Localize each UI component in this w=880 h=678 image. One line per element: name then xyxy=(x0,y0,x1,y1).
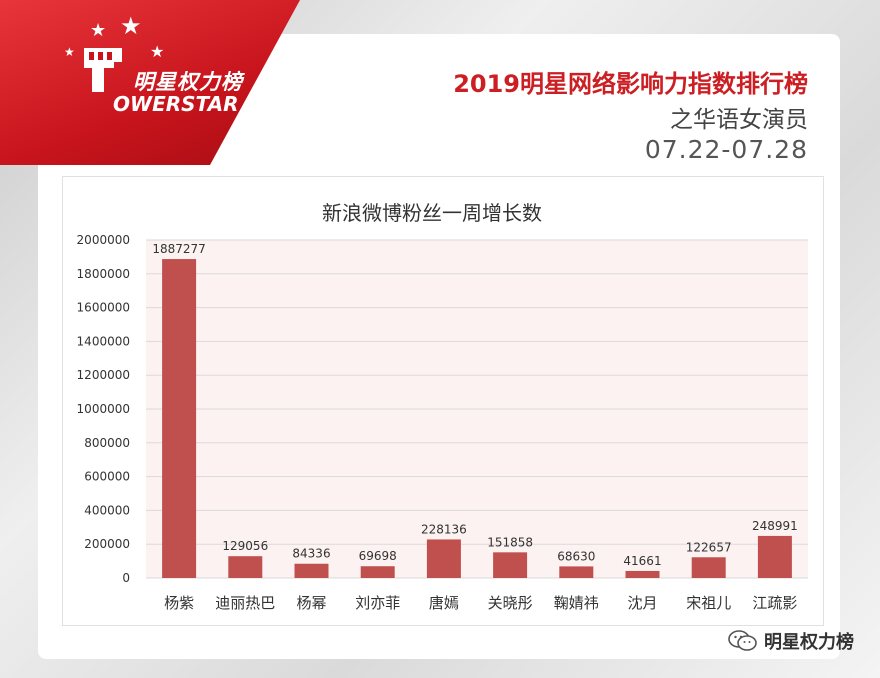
y-tick-label: 400000 xyxy=(84,503,130,517)
x-tick-label: 迪丽热巴 xyxy=(215,594,275,612)
data-label: 68630 xyxy=(557,549,595,563)
data-label: 69698 xyxy=(359,549,397,563)
data-label: 228136 xyxy=(421,522,467,536)
y-tick-label: 600000 xyxy=(84,470,130,484)
data-label: 129056 xyxy=(222,539,268,553)
x-tick-label: 江疏影 xyxy=(752,594,797,612)
x-tick-label: 宋祖儿 xyxy=(686,594,731,612)
y-tick-label: 1800000 xyxy=(77,267,130,281)
y-tick-label: 0 xyxy=(122,571,130,585)
y-tick-label: 1600000 xyxy=(77,301,130,315)
x-tick-label: 关晓彤 xyxy=(488,594,533,612)
bar xyxy=(559,566,594,578)
bar xyxy=(493,552,528,578)
page-subtitle: 之华语女演员 xyxy=(670,107,808,133)
x-tick-label: 沈月 xyxy=(627,594,657,612)
x-tick-label: 鞠婧祎 xyxy=(554,594,599,612)
wechat-account-badge: 明星权力榜 xyxy=(728,628,854,654)
data-label: 1887277 xyxy=(152,242,205,256)
bar xyxy=(162,259,197,578)
star-icon: ★ xyxy=(90,20,107,41)
page-title: 2019明星网络影响力指数排行榜 xyxy=(453,70,808,98)
y-tick-label: 1400000 xyxy=(77,334,130,348)
bar xyxy=(360,566,395,578)
data-label: 84336 xyxy=(292,547,330,561)
bar xyxy=(625,570,660,578)
x-tick-label: 杨紫 xyxy=(164,594,194,612)
date-range: 07.22-07.28 xyxy=(644,135,808,164)
bar xyxy=(757,535,792,578)
bar xyxy=(228,556,263,578)
y-tick-label: 800000 xyxy=(84,436,130,450)
brand-name-en: OWERSTAR xyxy=(113,92,239,116)
bar xyxy=(294,563,329,578)
x-tick-label: 刘亦菲 xyxy=(355,594,400,612)
chart-title: 新浪微博粉丝一周增长数 xyxy=(322,201,542,225)
power-fist-logo-icon xyxy=(84,48,122,92)
y-tick-label: 200000 xyxy=(84,537,130,551)
star-icon: ★ xyxy=(64,45,75,59)
bar xyxy=(426,539,461,578)
y-tick-label: 1000000 xyxy=(77,402,130,416)
star-icon: ★ xyxy=(120,12,142,40)
x-tick-label: 杨幂 xyxy=(296,594,326,612)
bar-chart: 新浪微博粉丝一周增长数 0 200000 400000 600000 800000 1000… xyxy=(77,201,808,612)
y-tick-label: 1200000 xyxy=(77,368,130,382)
bar xyxy=(691,557,726,578)
y-tick-label: 2000000 xyxy=(77,233,130,247)
brand-name-cn: 明星权力榜 xyxy=(133,70,243,94)
data-label: 122657 xyxy=(686,540,732,554)
data-label: 41661 xyxy=(623,554,661,568)
x-tick-label: 唐嫣 xyxy=(429,594,459,612)
wechat-account-name: 明星权力榜 xyxy=(764,632,854,653)
data-label: 248991 xyxy=(752,519,798,533)
star-icon: ★ xyxy=(150,42,165,61)
wechat-icon xyxy=(728,630,757,651)
data-label: 151858 xyxy=(487,535,533,549)
